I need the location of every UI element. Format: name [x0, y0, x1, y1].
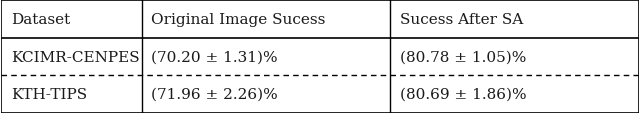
Text: Original Image Sucess: Original Image Sucess: [151, 13, 326, 27]
Text: (71.96 ± 2.26)%: (71.96 ± 2.26)%: [151, 87, 278, 101]
Text: KCIMR-CENPES: KCIMR-CENPES: [11, 50, 140, 64]
Text: (80.69 ± 1.86)%: (80.69 ± 1.86)%: [399, 87, 526, 101]
Text: KTH-TIPS: KTH-TIPS: [11, 87, 87, 101]
Text: (80.78 ± 1.05)%: (80.78 ± 1.05)%: [399, 50, 526, 64]
Text: Sucess After SA: Sucess After SA: [399, 13, 523, 27]
Text: (70.20 ± 1.31)%: (70.20 ± 1.31)%: [151, 50, 278, 64]
Text: Dataset: Dataset: [11, 13, 70, 27]
